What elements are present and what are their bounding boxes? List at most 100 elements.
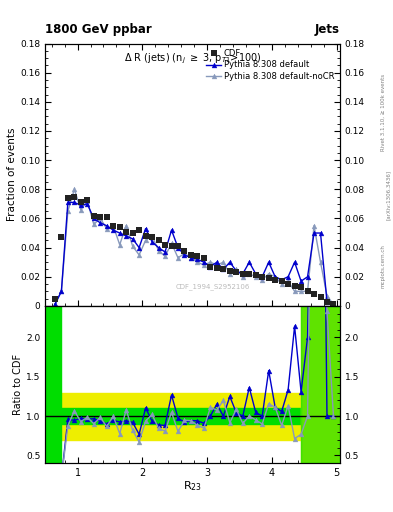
CDF [176,243,180,249]
X-axis label: R$_{23}$: R$_{23}$ [183,480,202,494]
Pythia 8.308 default-noCR [182,250,187,257]
CDF [215,265,219,271]
Pythia 8.308 default-noCR [98,216,103,222]
Pythia 8.308 default [208,264,213,270]
Pythia 8.308 default-noCR [215,262,219,268]
Text: Jets: Jets [315,23,340,36]
Pythia 8.308 default [253,271,258,277]
Pythia 8.308 default [182,252,187,258]
Pythia 8.308 default-noCR [105,226,109,232]
CDF [92,212,96,219]
Pythia 8.308 default [79,202,83,208]
CDF [221,266,226,272]
CDF [130,230,135,236]
CDF [85,197,90,203]
CDF [118,224,122,230]
Pythia 8.308 default-noCR [111,223,116,229]
Pythia 8.308 default-noCR [53,302,57,308]
Bar [45,408,340,424]
Pythia 8.308 default-noCR [312,223,316,229]
Line: Pythia 8.308 default-noCR: Pythia 8.308 default-noCR [53,187,336,307]
Pythia 8.308 default-noCR [305,288,310,294]
Pythia 8.308 default-noCR [92,221,96,227]
CDF [137,227,141,233]
CDF [260,274,264,280]
Pythia 8.308 default-noCR [189,255,193,261]
Pythia 8.308 default [130,236,135,242]
Text: mcplots.cern.ch: mcplots.cern.ch [381,244,386,288]
Pythia 8.308 default [325,298,329,305]
Pythia 8.308 default-noCR [66,208,70,214]
CDF [228,268,232,274]
Pythia 8.308 default-noCR [118,242,122,248]
Pythia 8.308 default-noCR [299,288,303,294]
Y-axis label: Fraction of events: Fraction of events [7,128,17,222]
Pythia 8.308 default [169,227,174,233]
Bar [301,306,340,463]
Pythia 8.308 default-noCR [72,186,77,193]
Pythia 8.308 default-noCR [253,274,258,280]
Line: Pythia 8.308 default: Pythia 8.308 default [53,200,336,307]
Text: $\Delta$ R (jets) (n$_j$ $\geq$ 3, p$_{T1}$>100): $\Delta$ R (jets) (n$_j$ $\geq$ 3, p$_{T… [124,51,261,66]
Pythia 8.308 default-noCR [286,278,290,284]
Pythia 8.308 default [137,245,141,251]
Pythia 8.308 default-noCR [247,271,252,277]
Pythia 8.308 default [105,223,109,229]
Pythia 8.308 default [163,249,167,255]
Pythia 8.308 default [247,259,252,265]
Y-axis label: Ratio to CDF: Ratio to CDF [13,354,23,415]
Pythia 8.308 default-noCR [195,259,200,265]
CDF [318,294,323,300]
Pythia 8.308 default [195,256,200,262]
Pythia 8.308 default-noCR [79,207,83,213]
Pythia 8.308 default [98,220,103,226]
CDF [279,278,284,284]
Pythia 8.308 default [53,302,57,308]
Pythia 8.308 default [260,274,264,280]
Bar [301,306,340,463]
CDF [59,234,64,241]
Pythia 8.308 default-noCR [169,240,174,246]
CDF [72,194,77,200]
CDF [79,199,83,205]
Pythia 8.308 default [279,276,284,283]
CDF [189,252,193,258]
CDF [182,247,187,253]
Pythia 8.308 default [143,226,148,232]
CDF [292,283,297,289]
Pythia 8.308 default-noCR [266,271,271,277]
Pythia 8.308 default [241,271,245,277]
CDF [195,253,200,260]
CDF [150,234,154,241]
Pythia 8.308 default-noCR [163,253,167,260]
Pythia 8.308 default [92,216,96,222]
Pythia 8.308 default [150,239,154,245]
Pythia 8.308 default [318,230,323,236]
Pythia 8.308 default [221,266,226,272]
Bar [45,393,340,440]
CDF [208,264,213,270]
Pythia 8.308 default [312,230,316,236]
CDF [325,298,329,305]
CDF [156,237,161,243]
Pythia 8.308 default [156,245,161,251]
CDF [241,271,245,277]
CDF [169,243,174,249]
Pythia 8.308 default [59,288,64,294]
Pythia 8.308 default [266,259,271,265]
Pythia 8.308 default-noCR [208,259,213,265]
CDF [247,271,252,277]
Pythia 8.308 default-noCR [143,237,148,243]
Pythia 8.308 default [299,278,303,284]
Pythia 8.308 default [273,274,277,280]
Text: CDF_1994_S2952106: CDF_1994_S2952106 [176,284,250,290]
Pythia 8.308 default [202,259,206,265]
Pythia 8.308 default-noCR [221,259,226,265]
Pythia 8.308 default [111,227,116,233]
Pythia 8.308 default [176,245,180,251]
Pythia 8.308 default-noCR [202,262,206,268]
CDF [312,291,316,297]
CDF [299,284,303,290]
Pythia 8.308 default [124,233,129,239]
Pythia 8.308 default-noCR [241,274,245,280]
